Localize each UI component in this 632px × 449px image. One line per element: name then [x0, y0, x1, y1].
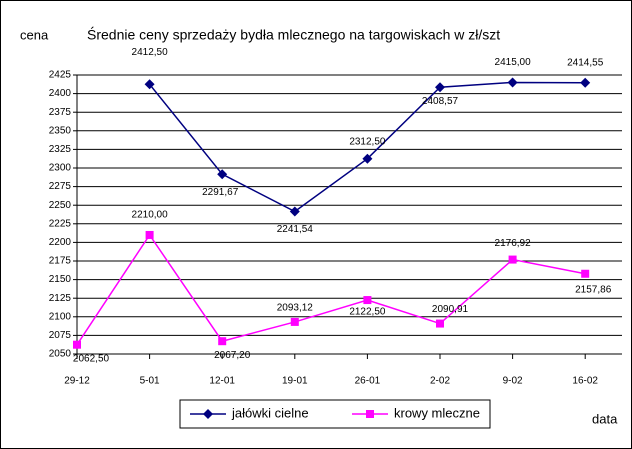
data-label: 2093,12	[277, 303, 314, 314]
data-label: 2415,00	[495, 57, 532, 68]
data-label: 2067,20	[214, 350, 251, 361]
y-tick-label: 2375	[49, 107, 72, 118]
data-label: 2414,55	[567, 57, 604, 68]
data-point	[435, 82, 445, 93]
data-point	[363, 296, 372, 305]
y-tick-label: 2200	[49, 237, 72, 248]
y-tick-label: 2150	[49, 274, 72, 285]
data-label: 2312,50	[349, 136, 386, 147]
y-tick-label: 2175	[49, 256, 72, 267]
y-tick-label: 2425	[49, 70, 72, 81]
data-point	[144, 79, 155, 90]
data-point	[289, 206, 300, 217]
y-tick-label: 2350	[49, 125, 72, 136]
y-tick-label: 2400	[49, 88, 72, 99]
y-tick-label: 2225	[49, 218, 72, 229]
y-tick-label: 2275	[49, 181, 72, 192]
x-tick-label: 26-01	[355, 376, 381, 387]
series-line	[76, 233, 586, 346]
data-point	[362, 153, 373, 164]
y-tick-label: 2325	[49, 144, 72, 155]
data-point	[290, 317, 299, 326]
data-label: 2241,54	[277, 224, 314, 235]
data-label: 2062,50	[73, 353, 110, 364]
data-point	[436, 319, 444, 328]
data-point	[73, 340, 81, 349]
data-label: 2157,86	[575, 284, 612, 295]
x-tick-label: 2-02	[430, 376, 450, 387]
y-tick-label: 2050	[49, 349, 72, 360]
legend-marker	[203, 409, 213, 419]
data-point	[145, 230, 154, 239]
data-label: 2291,67	[202, 187, 239, 198]
chart-title: Średnie ceny sprzedaży bydła mlecznego n…	[87, 26, 500, 43]
legend-label: jałówki cielne	[231, 405, 309, 420]
data-label: 2210,00	[132, 210, 169, 221]
x-axis-label: data	[592, 411, 618, 426]
data-point	[507, 77, 518, 88]
legend-box	[179, 399, 491, 429]
legend-label: krowy mleczne	[394, 405, 480, 420]
data-label: 2122,50	[349, 307, 386, 318]
x-tick-label: 19-01	[282, 376, 308, 387]
y-tick-label: 2100	[49, 311, 72, 322]
y-tick-label: 2300	[49, 163, 72, 174]
y-tick-label: 2075	[49, 330, 72, 341]
y-tick-label: 2250	[49, 200, 72, 211]
x-tick-label: 5-01	[140, 376, 160, 387]
x-tick-label: 12-01	[209, 376, 235, 387]
data-point	[217, 169, 228, 180]
x-tick-label: 16-02	[572, 376, 598, 387]
data-label: 2412,50	[132, 47, 169, 58]
legend-marker	[366, 410, 374, 418]
y-axis-label: cena	[20, 27, 49, 42]
data-label: 2176,92	[495, 238, 532, 249]
data-point	[581, 269, 590, 278]
data-point	[580, 77, 591, 88]
data-point	[218, 337, 227, 346]
x-tick-label: 29-12	[64, 376, 90, 387]
y-tick-label: 2125	[49, 293, 72, 304]
data-label: 2408,57	[422, 96, 459, 107]
x-tick-label: 9-02	[503, 376, 523, 387]
data-point	[508, 255, 517, 264]
data-label: 2090,91	[432, 304, 469, 315]
